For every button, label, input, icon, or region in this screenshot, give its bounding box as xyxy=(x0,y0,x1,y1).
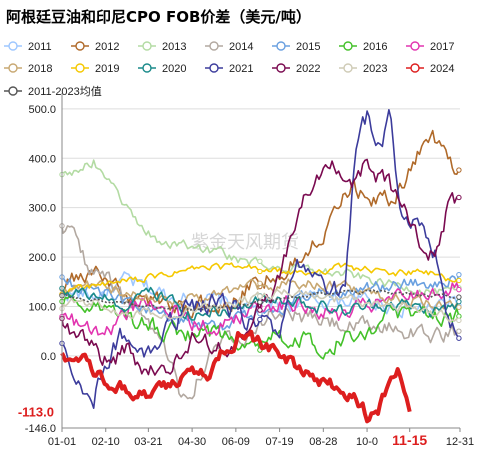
legend-label: 2017 xyxy=(430,41,454,53)
legend-item[interactable]: 2011 xyxy=(4,41,52,53)
x-tick-label: 06-09 xyxy=(222,436,250,448)
y-tick-label: 300.0 xyxy=(28,203,56,215)
legend-item[interactable]: 2019 xyxy=(71,63,119,75)
series-point xyxy=(257,299,263,305)
legend-marker xyxy=(8,63,18,73)
y-tick-label: 0.0 xyxy=(41,351,56,363)
x-tick-label: 07-19 xyxy=(266,436,294,448)
x-tick-label: 03-21 xyxy=(134,436,162,448)
legend-label: 2024 xyxy=(430,63,454,75)
series-2021 xyxy=(59,109,462,409)
legend-label: 2013 xyxy=(162,41,186,53)
legend-label: 2021 xyxy=(229,63,253,75)
current-value-label: -113.0 xyxy=(18,405,54,420)
x-tick-label: 10-0 xyxy=(356,436,378,448)
x-tick-label: 08-28 xyxy=(309,436,337,448)
legend-label: 2020 xyxy=(162,63,186,75)
series-point xyxy=(456,298,462,305)
legend-label: 2011-2023均值 xyxy=(28,85,102,98)
legend-item[interactable]: 2018 xyxy=(4,63,52,75)
series-point xyxy=(456,194,462,201)
legend-marker xyxy=(142,41,152,51)
legend-item[interactable]: 2020 xyxy=(138,63,186,75)
x-tick-label: 01-01 xyxy=(48,436,76,448)
series-point xyxy=(257,268,263,275)
legend-label: 2018 xyxy=(28,63,52,75)
series-point xyxy=(257,293,263,299)
y-tick-label: 500.0 xyxy=(28,104,56,116)
legend-item[interactable]: 2024 xyxy=(406,63,454,75)
series-point xyxy=(456,304,462,310)
y-tick-label: 400.0 xyxy=(28,153,56,165)
series-2024 xyxy=(60,329,412,424)
legend-marker xyxy=(410,63,420,73)
series-point xyxy=(456,317,462,324)
chart-title: 阿根廷豆油和印尼CPO FOB价差（美元/吨） xyxy=(6,8,311,26)
legend-item[interactable]: 2014 xyxy=(205,41,253,53)
x-tick-label: 02-10 xyxy=(92,436,120,448)
legend-marker xyxy=(209,41,219,51)
legend-marker xyxy=(8,41,18,51)
series-point xyxy=(456,294,462,300)
legend-item[interactable]: 2022 xyxy=(272,63,320,75)
legend-marker xyxy=(75,63,85,73)
legend-marker xyxy=(410,41,420,51)
series-point xyxy=(257,258,263,264)
series-point xyxy=(257,280,263,287)
legend-label: 2023 xyxy=(363,63,387,75)
legend-item[interactable]: 2012 xyxy=(71,41,119,53)
series-point xyxy=(456,328,462,334)
legend-label: 2012 xyxy=(95,41,119,53)
legend-label: 2016 xyxy=(363,41,387,53)
x-tick-label: 04-30 xyxy=(178,436,206,448)
series-point xyxy=(456,271,462,278)
legend-marker xyxy=(343,41,353,51)
legend-marker xyxy=(276,63,286,73)
legend-item[interactable]: 2011-2023均值 xyxy=(4,85,102,98)
y-tick-label: 200.0 xyxy=(28,252,56,264)
series-point xyxy=(257,316,263,323)
y-tick-label: 100.0 xyxy=(28,301,56,313)
legend-marker xyxy=(209,63,219,73)
legend-item[interactable]: 2023 xyxy=(339,63,387,75)
series-line xyxy=(60,329,412,424)
plot-area: 紫金天风期货 xyxy=(59,108,462,424)
legend-item[interactable]: 2016 xyxy=(339,41,387,53)
legend-label: 2011 xyxy=(28,41,52,53)
legend-marker xyxy=(8,86,18,96)
series-line xyxy=(61,289,460,312)
series-point xyxy=(257,307,263,313)
series-2022 xyxy=(59,158,462,376)
legend-label: 2015 xyxy=(296,41,320,53)
x-axis: 01-01 02-10 03-21 04-30 06-09 07-19 08-28 10-0 1… xyxy=(48,427,474,448)
series-point xyxy=(456,335,462,341)
legend-marker xyxy=(142,63,152,73)
legend: 2011 2012 2013 2014 2015 2016 2017 2018 2019 2020… xyxy=(4,41,454,98)
y-min-label: -146.0 xyxy=(25,423,56,435)
legend-label: 2019 xyxy=(95,63,119,75)
y-axis: 500.0 400.0 300.0 200.0 100.0 0.0 -146.0 -113.0 xyxy=(18,93,63,435)
legend-label: 2014 xyxy=(229,41,253,53)
legend-item[interactable]: 2013 xyxy=(138,41,186,53)
legend-marker xyxy=(276,41,286,51)
x-tick-label: 12-31 xyxy=(446,436,474,448)
watermark: 紫金天风期货 xyxy=(191,232,299,253)
legend-marker xyxy=(343,63,353,73)
x-tick-label: 11-15 xyxy=(392,432,427,448)
legend-item[interactable]: 2021 xyxy=(205,63,253,75)
legend-item[interactable]: 2015 xyxy=(272,41,320,53)
series-point xyxy=(456,277,462,284)
series-point xyxy=(456,167,462,173)
series-point xyxy=(456,286,462,293)
legend-marker xyxy=(75,41,85,51)
legend-item[interactable]: 2017 xyxy=(406,41,454,53)
legend-label: 2022 xyxy=(296,63,320,75)
